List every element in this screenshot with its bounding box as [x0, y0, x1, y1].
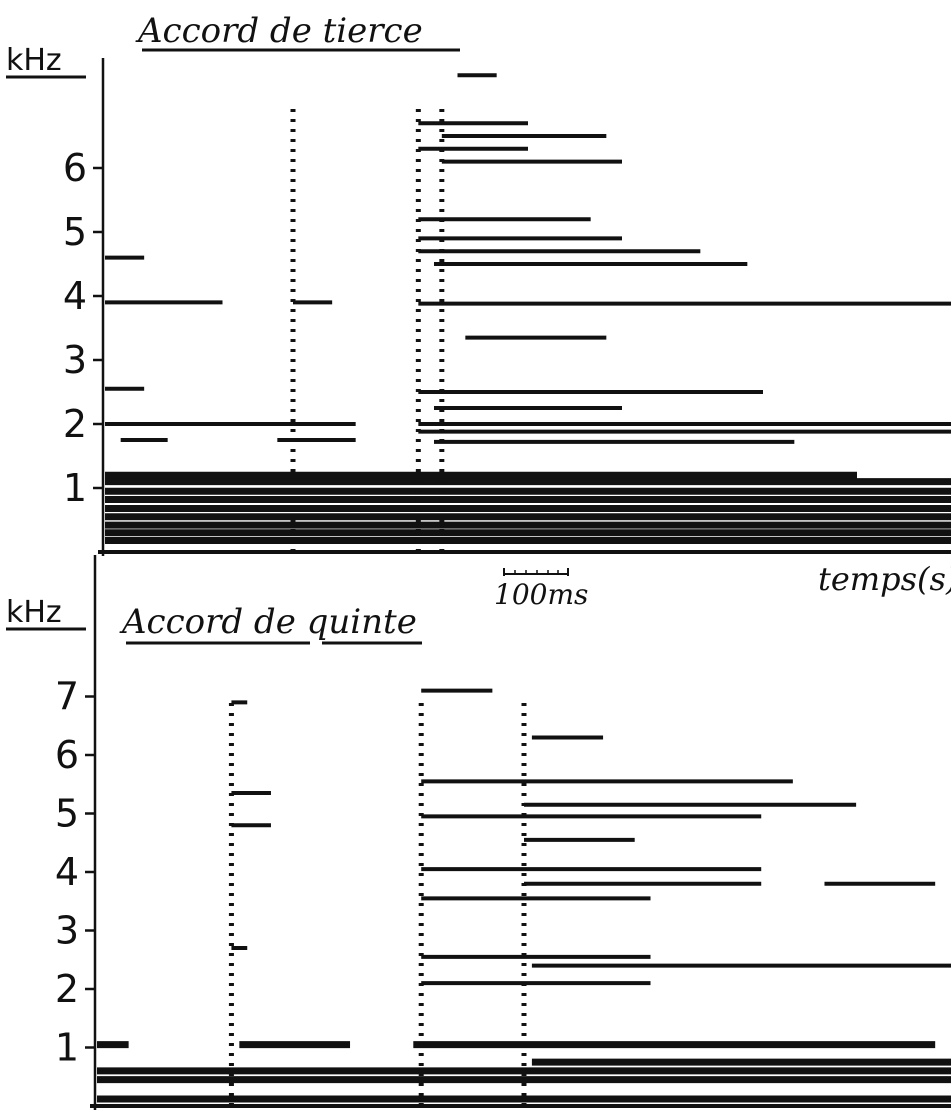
y-tick-label: 5	[63, 210, 87, 254]
y-axis-unit: kHz	[6, 595, 62, 630]
y-tick-label: 5	[55, 792, 79, 836]
y-tick-label: 6	[63, 146, 87, 190]
y-tick-label: 1	[63, 466, 87, 510]
y-ticks: 1 2 3 4 5 6	[63, 146, 103, 510]
y-ticks: 1 2 3 4 5 6 7	[55, 675, 95, 1070]
scale-bar: 100ms	[494, 568, 588, 611]
y-tick-label: 3	[55, 909, 79, 953]
panel-title: Accord de tierce	[135, 11, 423, 51]
x-axis-label: temps(s)	[818, 560, 951, 598]
y-tick-label: 4	[63, 274, 87, 318]
scale-bar-label: 100ms	[494, 578, 588, 611]
y-tick-label: 7	[55, 675, 79, 719]
harmonic-lines	[105, 73, 951, 544]
y-tick-label: 2	[63, 402, 87, 446]
y-tick-label: 3	[63, 338, 87, 382]
panel-title: Accord de quinte	[119, 602, 417, 642]
y-tick-label: 2	[55, 967, 79, 1011]
y-axis-unit: kHz	[6, 43, 62, 78]
y-tick-label: 4	[55, 850, 79, 894]
onset-transients	[228, 696, 527, 1106]
harmonic-lines	[97, 688, 951, 1103]
panel-quinte: Accord de quinte kHz 1 2 3 4 5 6 7	[6, 555, 951, 1110]
y-tick-label: 1	[55, 1026, 79, 1070]
panel-tierce: Accord de tierce kHz 1 2 3 4 5 6 100ms temps(…	[6, 11, 951, 611]
y-tick-label: 6	[55, 733, 79, 777]
